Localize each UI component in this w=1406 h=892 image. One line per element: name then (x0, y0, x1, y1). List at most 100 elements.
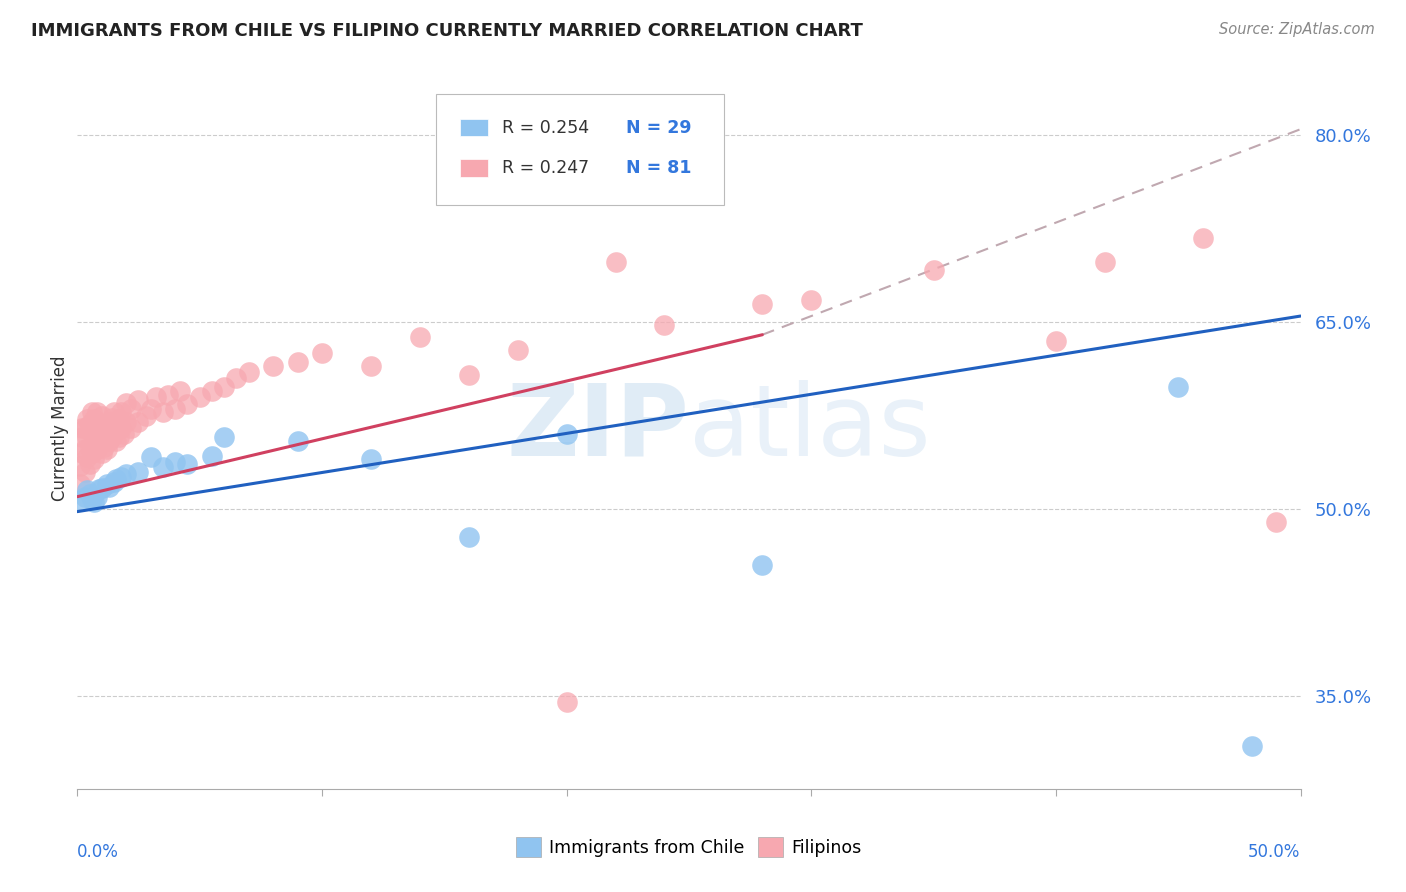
Point (457, 368, 479, 382)
Point (86, 405, 108, 419)
Point (165, 455, 187, 469)
Point (103, 475, 125, 489)
Point (93, 440, 115, 454)
Point (152, 459, 174, 474)
Point (506, 343, 529, 357)
Y-axis label: Currently Married: Currently Married (51, 355, 69, 501)
Point (176, 397, 198, 411)
Point (89, 437, 111, 451)
Point (110, 421, 132, 435)
Point (73, 465, 96, 479)
Point (115, 467, 138, 482)
Point (80, 425, 103, 439)
Point (169, 384, 191, 398)
Point (110, 405, 132, 419)
Point (90, 481, 112, 495)
Point (110, 469, 132, 483)
Point (409, 330, 432, 344)
Point (201, 384, 224, 398)
Point (135, 409, 157, 423)
Point (112, 427, 135, 442)
Point (225, 371, 247, 385)
Point (83, 452, 105, 467)
Text: Source: ZipAtlas.com: Source: ZipAtlas.com (1219, 22, 1375, 37)
Point (86, 442, 108, 457)
Point (238, 365, 260, 379)
Point (156, 387, 179, 401)
Point (80, 446, 103, 460)
Point (103, 425, 125, 439)
Text: 50.0%: 50.0% (1249, 843, 1301, 861)
Point (98, 415, 121, 429)
Legend: Immigrants from Chile, Filipinos: Immigrants from Chile, Filipinos (509, 830, 869, 863)
Point (96, 442, 118, 457)
Point (139, 450, 162, 464)
Point (90, 409, 112, 423)
Point (287, 434, 309, 448)
Point (76, 483, 98, 498)
Point (751, 558, 773, 573)
Point (1167, 380, 1189, 394)
Point (100, 430, 122, 444)
Point (115, 415, 138, 429)
Point (76, 450, 98, 464)
Point (100, 411, 122, 425)
Point (152, 405, 174, 419)
Point (76, 430, 98, 444)
Point (103, 405, 125, 419)
Point (1045, 334, 1067, 348)
Point (605, 255, 627, 269)
Point (115, 396, 138, 410)
Point (96, 477, 118, 491)
Point (139, 402, 162, 417)
Point (145, 390, 167, 404)
Point (76, 412, 98, 426)
Point (79, 457, 101, 471)
Text: N = 81: N = 81 (626, 159, 692, 177)
Point (108, 412, 131, 426)
Text: atlas: atlas (689, 380, 931, 476)
Point (176, 457, 198, 471)
Point (120, 402, 142, 417)
Point (1265, 515, 1288, 529)
Point (70, 421, 93, 435)
Point (105, 472, 128, 486)
Point (69, 493, 91, 508)
Point (83, 494, 105, 508)
Point (555, 695, 578, 709)
Point (360, 359, 382, 373)
Point (98, 434, 121, 448)
Text: 0.0%: 0.0% (77, 843, 120, 861)
Text: N = 29: N = 29 (626, 119, 692, 136)
Point (73, 442, 96, 457)
Point (105, 434, 128, 448)
Point (262, 359, 284, 373)
Point (120, 421, 142, 435)
Point (165, 402, 187, 417)
Point (86, 490, 108, 504)
Point (654, 318, 676, 332)
Point (80, 492, 103, 507)
Point (457, 530, 479, 544)
Point (311, 346, 333, 360)
Point (127, 465, 149, 479)
Point (1191, 230, 1213, 244)
Point (79, 440, 101, 454)
Point (86, 425, 108, 439)
Point (751, 296, 773, 310)
Text: R = 0.254: R = 0.254 (502, 119, 589, 136)
Point (83, 433, 105, 447)
Point (287, 355, 309, 369)
Point (800, 293, 823, 307)
Point (127, 392, 149, 407)
Point (70, 430, 93, 444)
Point (360, 452, 382, 467)
Point (212, 430, 235, 444)
Text: R = 0.247: R = 0.247 (502, 159, 589, 177)
Point (1240, 739, 1263, 753)
Point (69, 477, 91, 491)
Text: ZIP: ZIP (506, 380, 689, 476)
Point (70, 446, 93, 460)
Point (96, 422, 118, 436)
Point (79, 417, 101, 432)
